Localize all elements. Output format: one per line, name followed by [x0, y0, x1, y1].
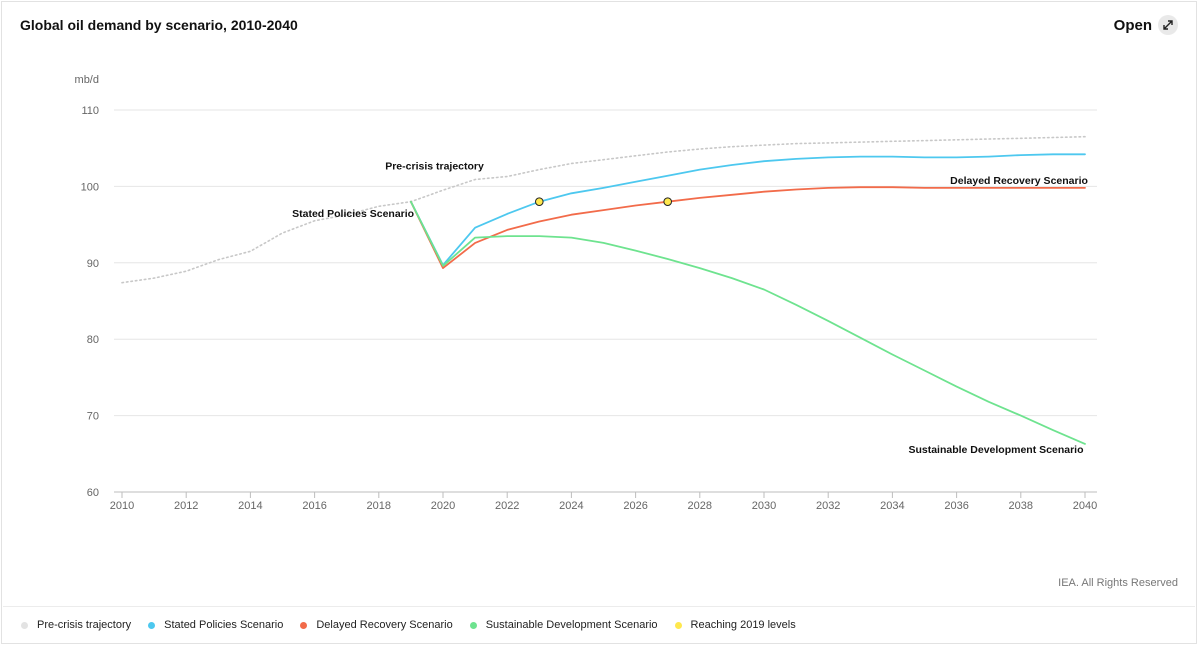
legend-item-sustainable-development-scenario[interactable]: Sustainable Development Scenario: [469, 619, 658, 631]
chart-title: Global oil demand by scenario, 2010-2040: [20, 17, 298, 33]
open-button-label: Open: [1113, 16, 1152, 34]
annotation-delayed-recovery-scenario: Delayed Recovery Scenario: [950, 175, 1088, 187]
legend-divider: [3, 606, 1195, 607]
series-line-stated-policies-scenario[interactable]: [409, 153, 1086, 267]
legend-swatch: [148, 621, 156, 629]
x-tick-label: 2022: [495, 500, 519, 512]
legend-item-delayed-recovery-scenario[interactable]: Delayed Recovery Scenario: [300, 619, 453, 631]
series-line-sustainable-development-scenario[interactable]: [409, 200, 1086, 445]
x-tick-label: 2020: [431, 500, 455, 512]
series-lines: [121, 135, 1086, 445]
x-tick-label: 2016: [302, 500, 326, 512]
line-chart: 60 70 80 90 100 110 mb/d 2010 2012 2014 2016 2018 20…: [75, 74, 1098, 512]
annotation-sustainable-development-scenario: Sustainable Development Scenario: [908, 444, 1083, 456]
x-tick-label: 2040: [1073, 500, 1097, 512]
series-line-delayed-recovery-scenario[interactable]: [409, 186, 1086, 270]
legend-label: Sustainable Development Scenario: [485, 619, 658, 631]
chart-legend: Pre-crisis trajectory Stated Policies Sce…: [21, 619, 813, 631]
legend-item-pre-crisis-trajectory[interactable]: Pre-crisis trajectory: [21, 619, 131, 631]
legend-label: Delayed Recovery Scenario: [316, 619, 453, 631]
annotation-pre-crisis-trajectory: Pre-crisis trajectory: [385, 161, 484, 173]
y-tick-label: 90: [87, 258, 99, 270]
y-tick-label: 110: [81, 105, 99, 117]
legend-swatch: [469, 621, 477, 629]
open-button[interactable]: Open: [1114, 15, 1178, 35]
legend-swatch: [674, 621, 682, 629]
x-tick-label: 2010: [110, 500, 134, 512]
x-tick-label: 2026: [623, 500, 647, 512]
y-axis-unit-label: mb/d: [75, 74, 99, 86]
axes: 60 70 80 90 100 110 mb/d 2010 2012 2014 2016 2018 20…: [75, 74, 1098, 512]
legend-item-reaching-2019-levels[interactable]: Reaching 2019 levels: [674, 619, 796, 631]
y-tick-label: 100: [81, 181, 99, 193]
x-tick-label: 2028: [688, 500, 712, 512]
y-tick-label: 60: [87, 487, 99, 499]
milestone-markers: [535, 197, 673, 206]
legend-label: Pre-crisis trajectory: [37, 619, 132, 631]
copyright-credit: IEA. All Rights Reserved: [1058, 577, 1178, 589]
x-tick-label: 2030: [752, 500, 776, 512]
legend-swatch: [21, 621, 28, 629]
x-tick-label: 2032: [816, 500, 840, 512]
x-tick-label: 2034: [880, 500, 904, 512]
legend-item-stated-policies-scenario[interactable]: Stated Policies Scenario: [148, 619, 283, 631]
series-line-pre-crisis-trajectory[interactable]: [121, 135, 1086, 284]
annotation-stated-policies-scenario: Stated Policies Scenario: [292, 208, 414, 220]
legend-label: Reaching 2019 levels: [690, 619, 796, 631]
x-tick-label: 2038: [1009, 500, 1033, 512]
legend-label: Stated Policies Scenario: [164, 619, 284, 631]
marker-reaching-2019-levels[interactable]: [535, 197, 544, 206]
marker-reaching-2019-levels[interactable]: [663, 197, 673, 206]
x-tick-label: 2018: [367, 500, 391, 512]
grid-lines: [114, 109, 1097, 493]
x-tick-label: 2036: [944, 500, 968, 512]
annotations: Pre-crisis trajectory Stated Policies Sce…: [292, 161, 1088, 456]
x-tick-label: 2014: [238, 500, 262, 512]
x-tick-label: 2012: [174, 500, 198, 512]
legend-swatch: [300, 621, 308, 629]
y-tick-label: 70: [87, 411, 99, 423]
expand-arrows-icon: [1158, 15, 1178, 35]
x-tick-label: 2024: [559, 500, 583, 512]
y-tick-label: 80: [87, 334, 99, 346]
